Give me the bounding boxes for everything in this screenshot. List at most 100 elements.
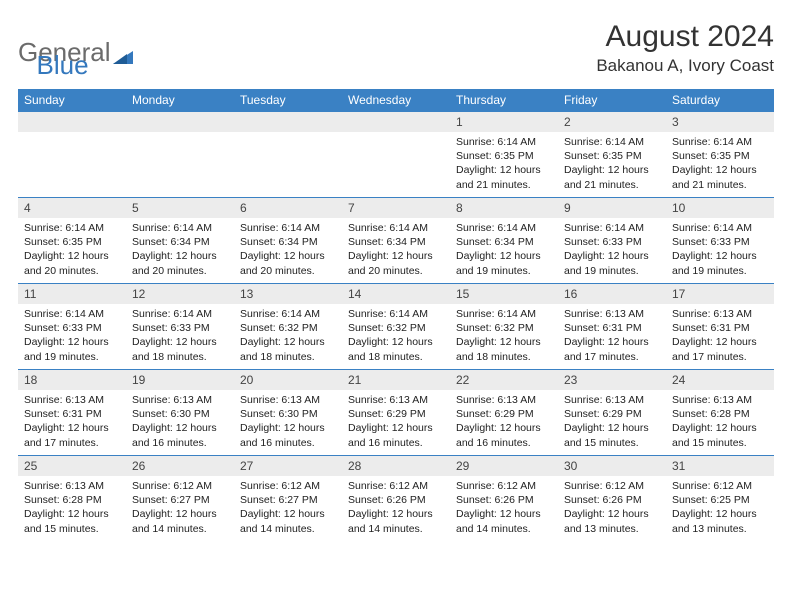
day-header: Thursday — [450, 89, 558, 112]
day-number: 28 — [342, 456, 450, 476]
calendar-cell: 12Sunrise: 6:14 AMSunset: 6:33 PMDayligh… — [126, 284, 234, 370]
day-number: 29 — [450, 456, 558, 476]
day-details: Sunrise: 6:13 AMSunset: 6:29 PMDaylight:… — [450, 390, 558, 454]
day-number: 15 — [450, 284, 558, 304]
calendar-cell: 2Sunrise: 6:14 AMSunset: 6:35 PMDaylight… — [558, 112, 666, 198]
calendar-body: 1Sunrise: 6:14 AMSunset: 6:35 PMDaylight… — [18, 112, 774, 542]
title-block: August 2024 Bakanou A, Ivory Coast — [596, 20, 774, 76]
logo: General Blue — [18, 24, 89, 81]
day-details: Sunrise: 6:14 AMSunset: 6:35 PMDaylight:… — [18, 218, 126, 282]
day-details: Sunrise: 6:13 AMSunset: 6:29 PMDaylight:… — [342, 390, 450, 454]
day-number: 30 — [558, 456, 666, 476]
day-details: Sunrise: 6:13 AMSunset: 6:31 PMDaylight:… — [18, 390, 126, 454]
logo-text-blue: Blue — [37, 50, 89, 81]
day-details: Sunrise: 6:14 AMSunset: 6:33 PMDaylight:… — [126, 304, 234, 368]
calendar-cell: 20Sunrise: 6:13 AMSunset: 6:30 PMDayligh… — [234, 370, 342, 456]
day-number: 26 — [126, 456, 234, 476]
calendar-cell: 4Sunrise: 6:14 AMSunset: 6:35 PMDaylight… — [18, 198, 126, 284]
day-number: 8 — [450, 198, 558, 218]
calendar-page: General Blue August 2024 Bakanou A, Ivor… — [0, 0, 792, 552]
day-number: 10 — [666, 198, 774, 218]
day-number: 23 — [558, 370, 666, 390]
calendar-week-row: 4Sunrise: 6:14 AMSunset: 6:35 PMDaylight… — [18, 198, 774, 284]
day-details: Sunrise: 6:12 AMSunset: 6:26 PMDaylight:… — [450, 476, 558, 540]
month-title: August 2024 — [596, 20, 774, 54]
calendar-week-row: 11Sunrise: 6:14 AMSunset: 6:33 PMDayligh… — [18, 284, 774, 370]
day-number: 4 — [18, 198, 126, 218]
day-details: Sunrise: 6:12 AMSunset: 6:27 PMDaylight:… — [126, 476, 234, 540]
day-number: 13 — [234, 284, 342, 304]
day-number: 11 — [18, 284, 126, 304]
day-details: Sunrise: 6:14 AMSunset: 6:33 PMDaylight:… — [558, 218, 666, 282]
calendar-cell: 15Sunrise: 6:14 AMSunset: 6:32 PMDayligh… — [450, 284, 558, 370]
calendar-cell: 26Sunrise: 6:12 AMSunset: 6:27 PMDayligh… — [126, 456, 234, 542]
calendar-cell: 24Sunrise: 6:13 AMSunset: 6:28 PMDayligh… — [666, 370, 774, 456]
calendar-cell: 22Sunrise: 6:13 AMSunset: 6:29 PMDayligh… — [450, 370, 558, 456]
day-details: Sunrise: 6:13 AMSunset: 6:30 PMDaylight:… — [126, 390, 234, 454]
calendar-cell: 30Sunrise: 6:12 AMSunset: 6:26 PMDayligh… — [558, 456, 666, 542]
day-number: 18 — [18, 370, 126, 390]
day-number: 6 — [234, 198, 342, 218]
calendar-cell: 13Sunrise: 6:14 AMSunset: 6:32 PMDayligh… — [234, 284, 342, 370]
day-details: Sunrise: 6:14 AMSunset: 6:34 PMDaylight:… — [126, 218, 234, 282]
calendar-cell: 14Sunrise: 6:14 AMSunset: 6:32 PMDayligh… — [342, 284, 450, 370]
day-number: 31 — [666, 456, 774, 476]
calendar-cell: 19Sunrise: 6:13 AMSunset: 6:30 PMDayligh… — [126, 370, 234, 456]
calendar-week-row: 18Sunrise: 6:13 AMSunset: 6:31 PMDayligh… — [18, 370, 774, 456]
day-number: 9 — [558, 198, 666, 218]
day-number: 20 — [234, 370, 342, 390]
calendar-cell — [18, 112, 126, 198]
calendar-cell: 21Sunrise: 6:13 AMSunset: 6:29 PMDayligh… — [342, 370, 450, 456]
calendar-cell: 23Sunrise: 6:13 AMSunset: 6:29 PMDayligh… — [558, 370, 666, 456]
day-number: 16 — [558, 284, 666, 304]
day-header: Sunday — [18, 89, 126, 112]
calendar-table: SundayMondayTuesdayWednesdayThursdayFrid… — [18, 89, 774, 542]
day-details: Sunrise: 6:13 AMSunset: 6:29 PMDaylight:… — [558, 390, 666, 454]
day-number: 21 — [342, 370, 450, 390]
day-details: Sunrise: 6:14 AMSunset: 6:33 PMDaylight:… — [666, 218, 774, 282]
day-header: Monday — [126, 89, 234, 112]
day-details: Sunrise: 6:14 AMSunset: 6:33 PMDaylight:… — [18, 304, 126, 368]
day-details: Sunrise: 6:12 AMSunset: 6:25 PMDaylight:… — [666, 476, 774, 540]
calendar-cell — [342, 112, 450, 198]
day-number-empty — [234, 112, 342, 132]
calendar-cell: 18Sunrise: 6:13 AMSunset: 6:31 PMDayligh… — [18, 370, 126, 456]
calendar-cell: 7Sunrise: 6:14 AMSunset: 6:34 PMDaylight… — [342, 198, 450, 284]
header-row: General Blue August 2024 Bakanou A, Ivor… — [18, 20, 774, 81]
day-number: 2 — [558, 112, 666, 132]
day-details: Sunrise: 6:13 AMSunset: 6:31 PMDaylight:… — [558, 304, 666, 368]
day-number: 7 — [342, 198, 450, 218]
day-header: Saturday — [666, 89, 774, 112]
calendar-cell: 8Sunrise: 6:14 AMSunset: 6:34 PMDaylight… — [450, 198, 558, 284]
day-number: 5 — [126, 198, 234, 218]
calendar-cell: 16Sunrise: 6:13 AMSunset: 6:31 PMDayligh… — [558, 284, 666, 370]
day-number: 17 — [666, 284, 774, 304]
day-details: Sunrise: 6:13 AMSunset: 6:30 PMDaylight:… — [234, 390, 342, 454]
calendar-cell: 10Sunrise: 6:14 AMSunset: 6:33 PMDayligh… — [666, 198, 774, 284]
day-details: Sunrise: 6:13 AMSunset: 6:28 PMDaylight:… — [18, 476, 126, 540]
day-number-empty — [18, 112, 126, 132]
day-details: Sunrise: 6:14 AMSunset: 6:34 PMDaylight:… — [450, 218, 558, 282]
calendar-cell: 31Sunrise: 6:12 AMSunset: 6:25 PMDayligh… — [666, 456, 774, 542]
day-details: Sunrise: 6:14 AMSunset: 6:32 PMDaylight:… — [234, 304, 342, 368]
day-details: Sunrise: 6:14 AMSunset: 6:35 PMDaylight:… — [558, 132, 666, 196]
calendar-cell: 28Sunrise: 6:12 AMSunset: 6:26 PMDayligh… — [342, 456, 450, 542]
calendar-cell: 9Sunrise: 6:14 AMSunset: 6:33 PMDaylight… — [558, 198, 666, 284]
calendar-week-row: 1Sunrise: 6:14 AMSunset: 6:35 PMDaylight… — [18, 112, 774, 198]
calendar-cell: 29Sunrise: 6:12 AMSunset: 6:26 PMDayligh… — [450, 456, 558, 542]
day-number: 19 — [126, 370, 234, 390]
day-details: Sunrise: 6:12 AMSunset: 6:27 PMDaylight:… — [234, 476, 342, 540]
day-details: Sunrise: 6:14 AMSunset: 6:34 PMDaylight:… — [342, 218, 450, 282]
calendar-cell: 1Sunrise: 6:14 AMSunset: 6:35 PMDaylight… — [450, 112, 558, 198]
day-number-empty — [126, 112, 234, 132]
day-number-empty — [342, 112, 450, 132]
calendar-cell — [126, 112, 234, 198]
calendar-cell: 5Sunrise: 6:14 AMSunset: 6:34 PMDaylight… — [126, 198, 234, 284]
calendar-cell: 11Sunrise: 6:14 AMSunset: 6:33 PMDayligh… — [18, 284, 126, 370]
calendar-cell: 6Sunrise: 6:14 AMSunset: 6:34 PMDaylight… — [234, 198, 342, 284]
day-details: Sunrise: 6:14 AMSunset: 6:32 PMDaylight:… — [450, 304, 558, 368]
day-number: 1 — [450, 112, 558, 132]
day-number: 12 — [126, 284, 234, 304]
logo-triangle-icon — [113, 40, 133, 56]
day-header: Friday — [558, 89, 666, 112]
